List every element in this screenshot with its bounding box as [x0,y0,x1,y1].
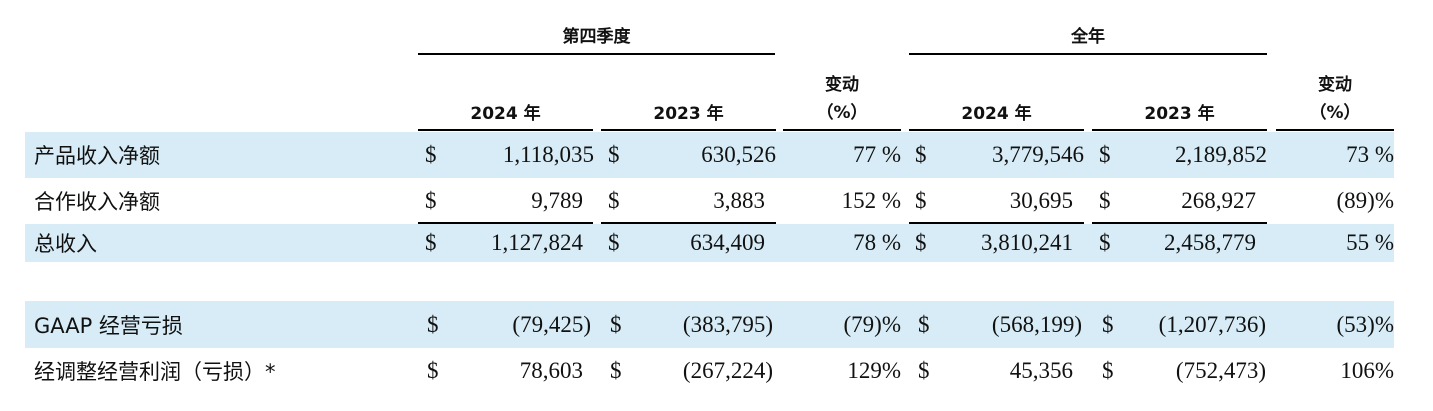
currency-symbol: $ [1102,312,1114,337]
row-band-gaap-loss [25,301,1394,348]
currency-symbol: $ [915,230,927,255]
subtotal-rule-q4-2024 [418,222,593,224]
q4-change-value: (79)% [843,312,901,337]
fy-col-2023-rule [1092,129,1267,131]
q4-change-rule [783,129,901,131]
table-row: 经调整经营利润（亏损）* $ 78,603 $ (267,224) 129% $… [0,351,1433,391]
row-label: 合作收入净额 [34,190,160,214]
q4-col-2023-header: 2023 年 [653,104,724,124]
fy-col-2024-header: 2024 年 [961,104,1032,124]
row-label: GAAP 经营亏损 [34,314,183,338]
subtotal-rule-q4-2023 [601,222,776,224]
fy-2024-value: 30,695 [1009,188,1073,213]
currency-symbol: $ [1102,358,1114,383]
q4-2024-value: 1,127,824 [491,230,583,255]
fy-2024-value: 3,810,241 [981,230,1073,255]
q4-col-2023-rule [601,129,776,131]
q4-2024-value: (79,425) [512,312,591,337]
fy-change-header-line2: （%） [1309,103,1361,123]
currency-symbol: $ [1099,188,1111,213]
q4-change-header-line2: （%） [816,103,868,123]
fy-change-value: 55 % [1346,230,1394,255]
currency-symbol: $ [608,142,620,167]
q4-2023-value: 3,883 [713,188,765,213]
currency-symbol: $ [915,142,927,167]
currency-symbol: $ [427,358,439,383]
fy-col-2023-header: 2023 年 [1144,104,1215,124]
fy-group-header: 全年 [1071,27,1105,47]
q4-col-2024-header: 2024 年 [470,104,541,124]
q4-2023-value: 630,526 [701,142,776,167]
q4-2024-value: 9,789 [531,188,583,213]
row-label: 总收入 [34,232,97,256]
fy-change-value: 73 % [1346,142,1394,167]
currency-symbol: $ [608,188,620,213]
currency-symbol: $ [427,312,439,337]
fy-col-2024-rule [909,129,1084,131]
row-band-total-revenue [25,224,1394,262]
fy-2023-value: 268,927 [1181,188,1256,213]
q4-group-rule [418,53,775,55]
currency-symbol: $ [918,358,930,383]
fy-2024-value: (568,199) [991,312,1082,337]
currency-symbol: $ [425,188,437,213]
table-row: 总收入 $ 1,127,824 $ 634,409 78 % $ 3,810,2… [0,223,1433,263]
fy-2023-value: (1,207,736) [1158,312,1266,337]
table-row: 产品收入净额 $ 1,118,035 $ 630,526 77 % $ 3,77… [0,135,1433,175]
currency-symbol: $ [608,230,620,255]
q4-change-header-line1: 变动 [825,75,859,95]
q4-change-value: 129% [847,358,901,383]
fy-change-value: (89)% [1336,188,1394,213]
fy-change-value: 106% [1340,358,1394,383]
currency-symbol: $ [918,312,930,337]
q4-change-value: 77 % [853,142,901,167]
q4-2023-value: (383,795) [682,312,773,337]
q4-2024-value: 78,603 [519,358,583,383]
q4-group-header: 第四季度 [562,27,631,47]
row-label: 经调整经营利润（亏损）* [34,360,276,384]
fy-change-header-line1: 变动 [1318,75,1352,95]
q4-2024-value: 1,118,035 [502,142,594,167]
fy-change-rule [1276,129,1394,131]
q4-2023-value: 634,409 [690,230,765,255]
currency-symbol: $ [425,230,437,255]
fy-2023-value: 2,458,779 [1164,230,1256,255]
q4-change-value: 78 % [853,230,901,255]
q4-2023-value: (267,224) [682,358,773,383]
currency-symbol: $ [610,312,622,337]
currency-symbol: $ [1099,230,1111,255]
fy-2023-value: 2,189,852 [1175,142,1267,167]
currency-symbol: $ [1099,142,1111,167]
table-row: GAAP 经营亏损 $ (79,425) $ (383,795) (79)% $… [0,305,1433,345]
table-row: 合作收入净额 $ 9,789 $ 3,883 152 % $ 30,695 $ … [0,181,1433,221]
currency-symbol: $ [610,358,622,383]
fy-2024-value: 3,779,546 [992,142,1084,167]
row-label: 产品收入净额 [34,144,160,168]
currency-symbol: $ [915,188,927,213]
fy-2024-value: 45,356 [1009,358,1073,383]
currency-symbol: $ [425,142,437,167]
fy-group-rule [909,53,1267,55]
fy-2023-value: (752,473) [1175,358,1266,383]
subtotal-rule-fy-2024 [909,222,1084,224]
row-band-product-revenue [25,132,1394,178]
fy-change-value: (53)% [1336,312,1394,337]
subtotal-rule-fy-2023 [1092,222,1267,224]
q4-change-value: 152 % [841,188,901,213]
q4-col-2024-rule [418,129,593,131]
